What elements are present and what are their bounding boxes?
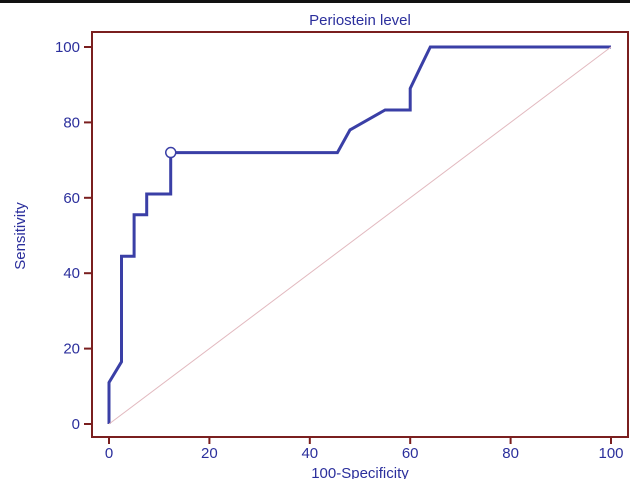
x-tick-label-40: 40 bbox=[301, 445, 318, 462]
cutoff-marker bbox=[164, 146, 177, 159]
y-tick-label-20: 20 bbox=[63, 341, 80, 358]
plot-area: 0 20 40 60 80 100 0 20 40 60 80 100 bbox=[55, 31, 629, 462]
x-tick-label-100: 100 bbox=[598, 445, 623, 462]
y-tick-label-60: 60 bbox=[63, 190, 80, 207]
y-tick-label-40: 40 bbox=[63, 265, 80, 282]
x-tick-label-0: 0 bbox=[105, 445, 113, 462]
x-tick-label-80: 80 bbox=[502, 445, 519, 462]
y-tick-label-80: 80 bbox=[63, 114, 80, 131]
roc-curve-line bbox=[107, 45, 611, 424]
reference-diagonal-line bbox=[108, 46, 612, 425]
plot-frame bbox=[91, 31, 629, 438]
y-axis-label: Sensitivity bbox=[12, 202, 29, 270]
top-border-line bbox=[0, 0, 630, 3]
x-tick-label-60: 60 bbox=[402, 445, 419, 462]
y-tick-label-100: 100 bbox=[55, 39, 80, 56]
chart-title: Periostein level bbox=[309, 12, 411, 29]
x-axis-label: 100-Specificity bbox=[311, 465, 409, 479]
y-tick-label-0: 0 bbox=[72, 416, 80, 433]
x-tick-label-20: 20 bbox=[201, 445, 218, 462]
